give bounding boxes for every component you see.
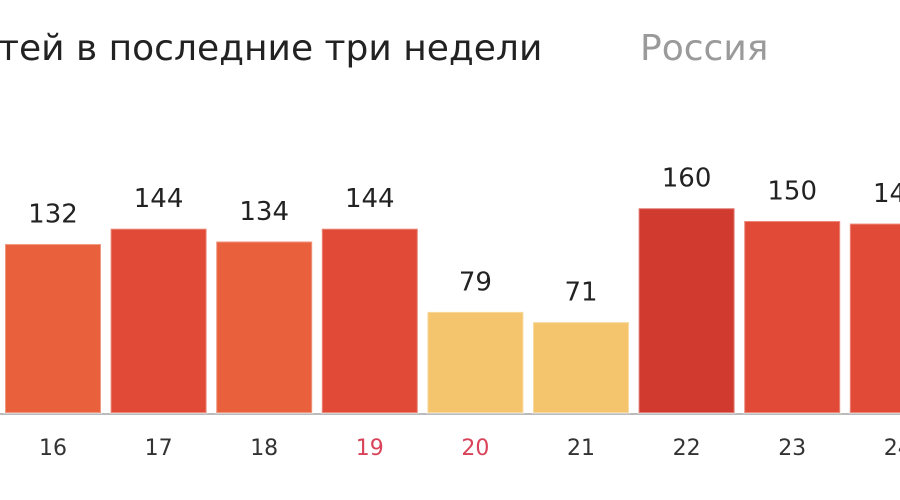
bar <box>426 310 525 415</box>
value-label: 79 <box>459 267 492 297</box>
x-tick-label: 20 <box>461 436 489 461</box>
chart-title: тей в последние три недели <box>0 28 542 69</box>
value-label: 134 <box>239 197 289 227</box>
value-label: 160 <box>662 164 712 194</box>
bar <box>109 227 208 414</box>
value-label: 132 <box>28 200 78 230</box>
bar <box>637 207 736 414</box>
x-tick-label: 22 <box>673 436 701 461</box>
bar <box>532 321 630 414</box>
value-label: 144 <box>345 184 395 214</box>
value-label: 148 <box>873 179 900 209</box>
value-label: 144 <box>134 184 184 214</box>
x-tick-label: 24 <box>884 436 900 461</box>
bar <box>848 222 900 414</box>
x-tick-label: 18 <box>250 436 278 461</box>
x-tick-label: 21 <box>567 436 595 461</box>
x-tick-label: 17 <box>145 436 173 461</box>
x-tick-label: 16 <box>39 436 67 461</box>
bar <box>320 227 419 414</box>
x-tick-label: 23 <box>778 436 806 461</box>
value-label: 71 <box>564 278 597 308</box>
chart-subtitle: Россия <box>640 28 768 69</box>
bar <box>743 220 842 414</box>
value-label: 150 <box>767 177 817 207</box>
bar <box>215 240 314 414</box>
bar <box>4 243 102 414</box>
x-tick-label: 19 <box>356 436 384 461</box>
